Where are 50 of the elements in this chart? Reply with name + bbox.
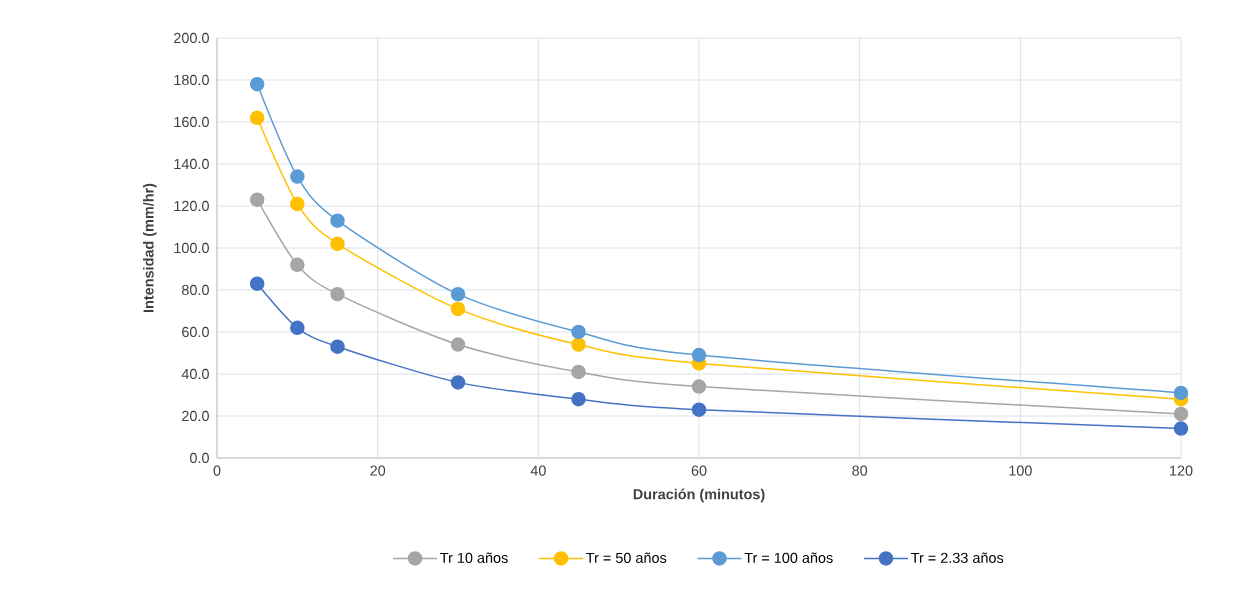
y-tick-label: 200.0 <box>174 32 209 44</box>
point <box>571 391 586 407</box>
point <box>571 364 586 380</box>
point <box>1173 421 1189 436</box>
y-tick-label: 80.0 <box>182 284 209 296</box>
legend-label: Tr = 50 años <box>586 552 667 563</box>
point <box>450 337 466 352</box>
point <box>330 339 345 354</box>
point <box>1173 406 1189 422</box>
y-tick-label: 140.0 <box>174 158 209 170</box>
x-tick-label: 120 <box>1170 465 1193 476</box>
point <box>571 324 586 340</box>
point <box>691 402 707 417</box>
x-tick-label: 20 <box>370 465 386 476</box>
point <box>330 236 345 252</box>
point <box>1173 385 1189 401</box>
point <box>450 301 466 317</box>
y-tick-label: 40.0 <box>181 368 209 380</box>
legend-label: Tr = 100 años <box>744 552 833 563</box>
y-tick-label: 20.0 <box>182 410 209 422</box>
x-axis-title: Duración (minutos) <box>633 488 765 503</box>
x-tick-label: 40 <box>530 465 546 476</box>
point <box>330 286 345 302</box>
point <box>691 379 707 394</box>
y-tick-label: 60.0 <box>182 326 209 338</box>
y-tick-label: 120.0 <box>174 200 209 212</box>
point <box>249 192 265 207</box>
x-tick-label: 80 <box>852 465 868 476</box>
point <box>290 196 305 212</box>
point <box>290 257 305 273</box>
point <box>450 375 466 390</box>
point <box>249 76 265 92</box>
legend-label: Tr 10 años <box>440 552 508 563</box>
legend-label: Tr = 2.33 años <box>911 552 1004 563</box>
point <box>691 347 707 363</box>
point <box>290 169 305 184</box>
x-tick-label: 60 <box>691 465 707 476</box>
y-tick-label: 160.0 <box>174 116 209 128</box>
x-tick-label: 0 <box>213 465 221 476</box>
x-tick-label: 100 <box>1009 465 1032 476</box>
point <box>330 213 345 228</box>
point <box>571 337 586 352</box>
y-tick-label: 100.0 <box>174 242 209 254</box>
point <box>290 320 305 336</box>
y-tick-label: 0.0 <box>189 452 209 464</box>
point <box>450 286 466 302</box>
y-tick-label: 180.0 <box>174 74 209 86</box>
point <box>249 110 265 126</box>
y-axis-title: Intensidad (mm/hr) <box>143 183 157 313</box>
point <box>249 276 265 291</box>
